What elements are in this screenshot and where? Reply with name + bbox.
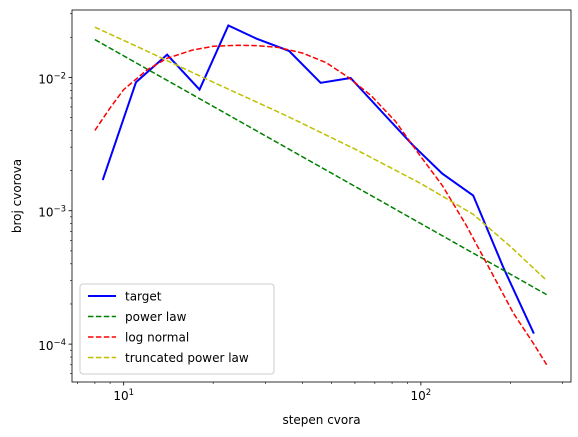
- legend-box: [79, 283, 275, 375]
- y-axis-label: broj cvorova: [10, 159, 24, 233]
- plot-lines: [94, 24, 548, 366]
- legend-label-2: log normal: [125, 331, 189, 345]
- legend-label-3: truncated power law: [125, 351, 249, 365]
- x-tick-label: 101: [113, 388, 134, 403]
- legend-label-0: target: [125, 290, 162, 304]
- y-tick-label: 10−2: [38, 71, 66, 86]
- series-line-2: [94, 44, 548, 366]
- x-axis-label: stepen cvora: [282, 413, 360, 427]
- tick-labels: 101 102 10−4 10−3 10−2: [38, 71, 431, 403]
- legend: target power law log normal truncated power…: [79, 283, 275, 375]
- y-tick-label: 10−4: [38, 338, 66, 353]
- ticks: [68, 13, 563, 386]
- x-tick-label: 102: [411, 388, 432, 403]
- y-tick-label: 10−3: [38, 205, 66, 220]
- plot-frame: [71, 9, 572, 383]
- series-line-3: [94, 26, 548, 282]
- legend-label-1: power law: [125, 310, 187, 324]
